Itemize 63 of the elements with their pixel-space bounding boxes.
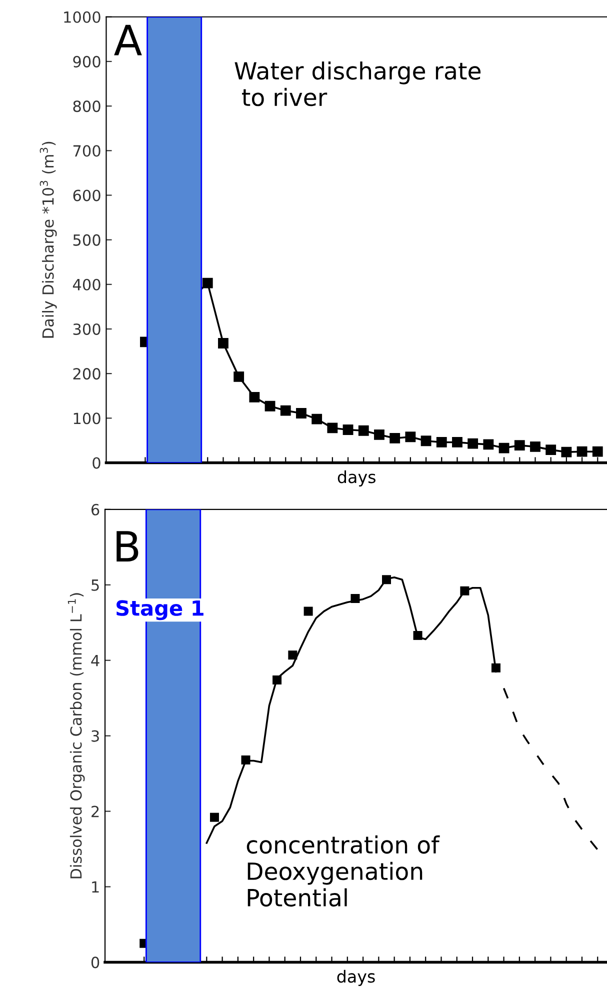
y-axis-title: Dissolved Organic Carbon (mmol L$^{−1}$) (68, 593, 85, 878)
point (576, 446, 588, 457)
y-tick-label: 600 (73, 190, 100, 202)
y-tick-label: 0 (92, 457, 100, 469)
y-tick-label: 0 (91, 956, 100, 968)
y-tick-label: 2 (92, 806, 99, 818)
point (460, 586, 470, 596)
x-axis-title: days (338, 470, 376, 487)
x-axis-title: days (337, 970, 375, 986)
point (280, 405, 291, 416)
annotation: concentration of Deoxygenation Potential (246, 835, 440, 907)
y-tick-label: 200 (73, 368, 100, 380)
y-tick-label: 800 (73, 100, 100, 112)
point (249, 392, 260, 402)
point (546, 444, 556, 456)
y-tick-label: 900 (73, 56, 100, 68)
point (452, 437, 462, 448)
point (264, 400, 276, 412)
point (210, 812, 219, 822)
point (342, 424, 354, 435)
point (202, 278, 213, 288)
y-tick-label: 1000 (64, 11, 100, 23)
y-tick-label: 300 (73, 323, 100, 335)
point (498, 442, 510, 454)
annotation: Stage 1 (116, 600, 204, 620)
point (561, 446, 572, 458)
y-tick-label: 6 (91, 504, 100, 516)
point (312, 414, 322, 424)
annotation: A (114, 24, 142, 56)
text: B (116, 531, 138, 562)
point (436, 437, 447, 448)
point (358, 425, 369, 436)
point (374, 429, 384, 440)
point (405, 432, 416, 442)
point (241, 755, 250, 764)
point (491, 663, 500, 672)
point (420, 436, 432, 446)
y-tick-label: 700 (73, 145, 100, 157)
point (327, 422, 338, 434)
point (288, 650, 298, 660)
point (592, 446, 603, 457)
y-tick-label: 3 (92, 730, 99, 742)
y-axis-title: Daily Discharge *10$^{3}$ (m$^{3}$) (40, 142, 57, 338)
point (514, 440, 525, 451)
point (382, 575, 391, 584)
point (468, 438, 478, 449)
point (413, 630, 422, 640)
y-tick-label: 4 (91, 655, 100, 666)
point (390, 433, 400, 444)
point (234, 371, 244, 382)
annotation: Water discharge rate to river (234, 61, 481, 106)
y-tick-label: 1 (92, 881, 99, 893)
point (296, 408, 306, 418)
y-tick-label: 5 (92, 580, 99, 591)
y-tick-label: 100 (74, 412, 100, 424)
point (272, 675, 282, 684)
y-tick-label: 400 (72, 278, 100, 290)
point (483, 439, 494, 450)
point (530, 441, 540, 452)
y-tick-label: 500 (73, 234, 100, 246)
point (304, 606, 313, 616)
point (350, 594, 360, 603)
point (218, 338, 228, 348)
